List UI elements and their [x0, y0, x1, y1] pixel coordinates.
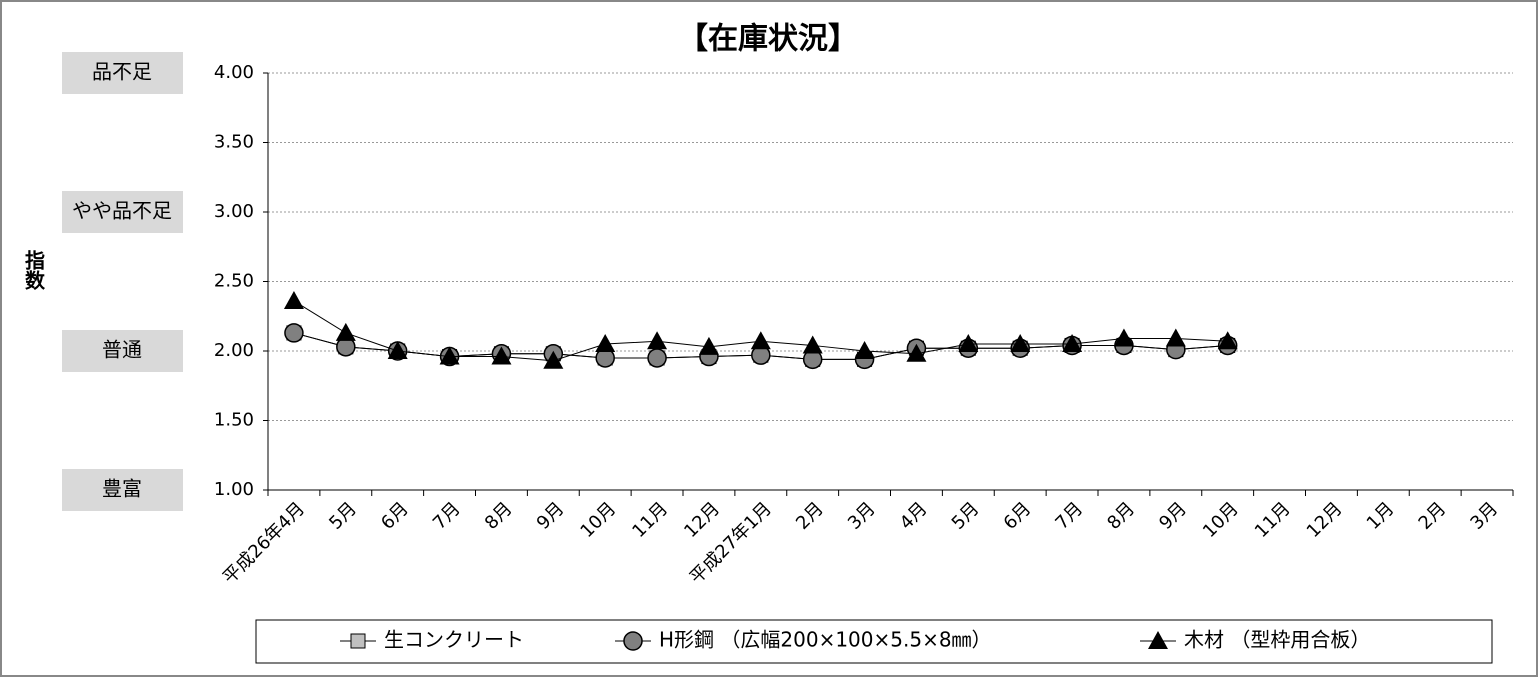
point: [543, 350, 564, 369]
point: [647, 348, 667, 368]
point: [906, 343, 927, 362]
level-label: 普通: [102, 338, 142, 362]
y-tick-label: 2.00: [214, 340, 254, 361]
point: [387, 341, 408, 359]
point: [1010, 334, 1031, 353]
level-box: [62, 52, 183, 94]
point: [802, 335, 823, 354]
level-label: やや品不足: [72, 199, 172, 223]
point: [1165, 328, 1186, 347]
point: [698, 336, 719, 355]
point: [750, 331, 771, 350]
level-box: [62, 330, 183, 372]
y-axis-label: 指数: [22, 249, 46, 291]
y-tick-label: 1.00: [214, 479, 254, 500]
point: [284, 323, 304, 343]
level-label: 豊富: [102, 477, 142, 501]
point: [647, 331, 668, 350]
level-box: [62, 469, 183, 511]
point: [595, 334, 616, 353]
y-tick-label: 3.50: [214, 132, 254, 153]
legend-box: [255, 619, 1493, 664]
y-tick-label: 1.50: [214, 410, 254, 431]
legend-label: 生コンクリート: [384, 628, 524, 652]
legend-label: 木材 （型枠用合板）: [1184, 628, 1370, 652]
point: [1217, 331, 1238, 350]
legend-label: H形鋼 （広幅200×100×5.5×8㎜）: [659, 628, 992, 652]
y-tick-label: 3.00: [214, 201, 254, 222]
point: [958, 334, 979, 353]
level-label: 品不足: [92, 60, 152, 84]
point: [854, 341, 875, 359]
point: [439, 346, 460, 365]
legend-marker: [350, 633, 366, 649]
legend-marker: [623, 631, 643, 651]
chart-title: 【在庫状況】: [678, 22, 858, 57]
legend-marker: [1148, 631, 1168, 649]
level-box: [62, 191, 183, 233]
y-tick-label: 4.00: [214, 62, 254, 83]
point: [1113, 328, 1134, 347]
point: [335, 322, 356, 341]
y-tick-label: 2.50: [214, 271, 254, 292]
point: [1062, 334, 1083, 353]
point: [491, 346, 512, 365]
point: [283, 290, 304, 309]
